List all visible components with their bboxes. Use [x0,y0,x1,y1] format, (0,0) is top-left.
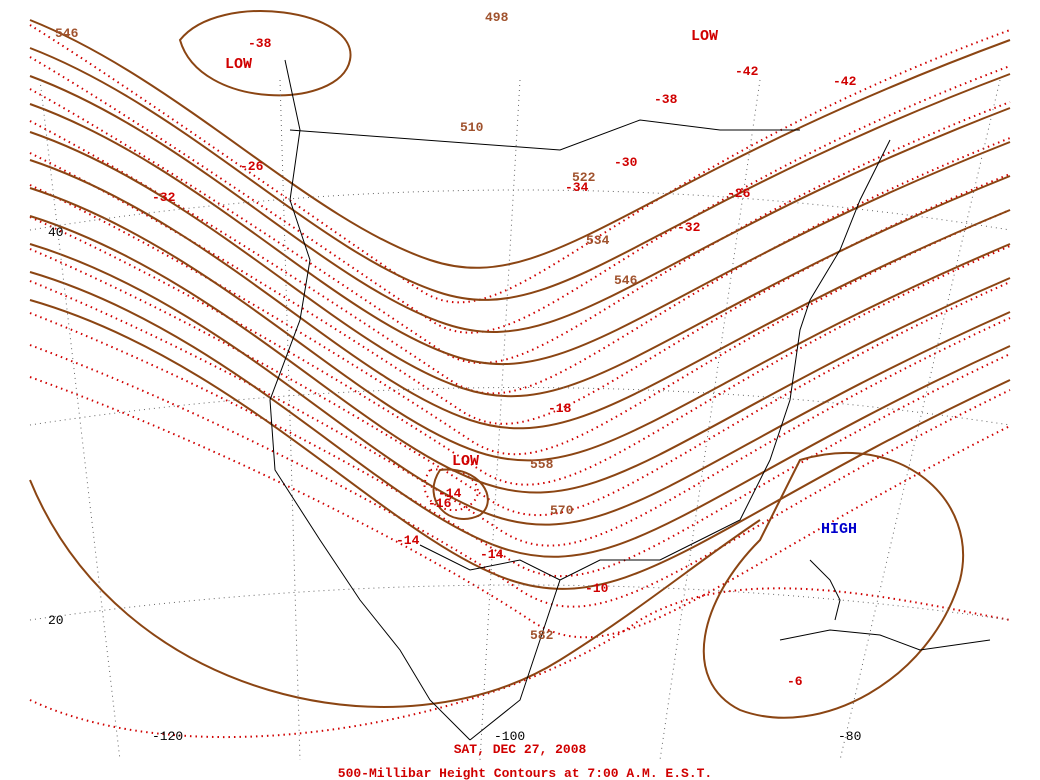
graticule [279,79,301,761]
border [419,544,561,581]
graticule [29,189,1011,231]
temperature-label: -32 [677,220,701,235]
height-contour [29,19,1011,269]
height-contour [29,243,1011,526]
longitude-label: -80 [838,729,861,744]
temperature-label: -26 [727,186,751,201]
pressure-center: HIGH [821,521,857,538]
temperature-label: -42 [833,74,857,89]
pressure-center: LOW [452,453,479,470]
isotherm [29,24,1011,304]
temperature-label: -16 [428,496,452,511]
temperature-label: -42 [735,64,759,79]
temperature-label: -10 [585,581,609,596]
contour-label: 522 [572,170,596,185]
temperature-label: -34 [565,180,589,195]
contour-label: 546 [55,26,79,41]
longitude-label: -120 [152,729,183,744]
east-coast [469,139,891,741]
contour-label: 582 [530,628,554,643]
caribbean [779,629,991,651]
isotherm [29,56,1011,334]
latitude-label: 20 [48,613,64,628]
contour-label: 558 [530,457,554,472]
temperature-label: -38 [248,36,272,51]
contour-label: 546 [614,273,638,288]
temperature-label: -6 [787,674,803,689]
height-contour [29,479,761,708]
height-contour [178,10,352,97]
height-contour [29,299,1011,590]
temperature-label: -14 [438,486,462,501]
height-contour [29,271,1011,558]
geography [269,59,991,741]
labels: 546 498 510 522 534 546 558 570 582 -38 … [48,10,861,780]
height-contour [29,187,1011,462]
height-contour [29,75,1011,333]
contour-label: 570 [550,503,574,518]
height-contour [29,159,1011,430]
height-contour [29,47,1011,301]
height-contour [29,215,1011,494]
temperature-label: -14 [480,547,504,562]
temperature-label: -26 [240,159,264,174]
pressure-center: LOW [225,56,252,73]
height-contour [29,103,1011,365]
pressure-center: LOW [691,28,718,45]
height-contour [702,451,965,719]
west-coast [269,59,471,741]
isotherm [29,152,1011,425]
isotherm [29,587,1011,738]
graticule [479,79,521,761]
temperature-label: -14 [396,533,420,548]
isotherm [29,216,1011,486]
height-contour [432,468,489,520]
isotherm [29,120,1011,395]
map-lines [29,10,1011,761]
longitude-label: -100 [494,729,525,744]
graticule [39,79,121,761]
border [289,119,800,151]
temperature-label: -18 [548,401,572,416]
latitude-label: 40 [48,225,64,240]
temperature-label: -32 [152,190,176,205]
date: SAT, DEC 27, 2008 [454,742,587,757]
temperature-label: -38 [654,92,678,107]
contour-label: 510 [460,120,484,135]
temperature-label: -30 [614,155,638,170]
florida [809,559,841,621]
contour-label: 534 [586,233,610,248]
height-contour [29,131,1011,398]
isotherm [29,344,1011,608]
contour-label: 498 [485,10,509,25]
title: 500-Millibar Height Contours at 7:00 A.M… [338,766,712,780]
